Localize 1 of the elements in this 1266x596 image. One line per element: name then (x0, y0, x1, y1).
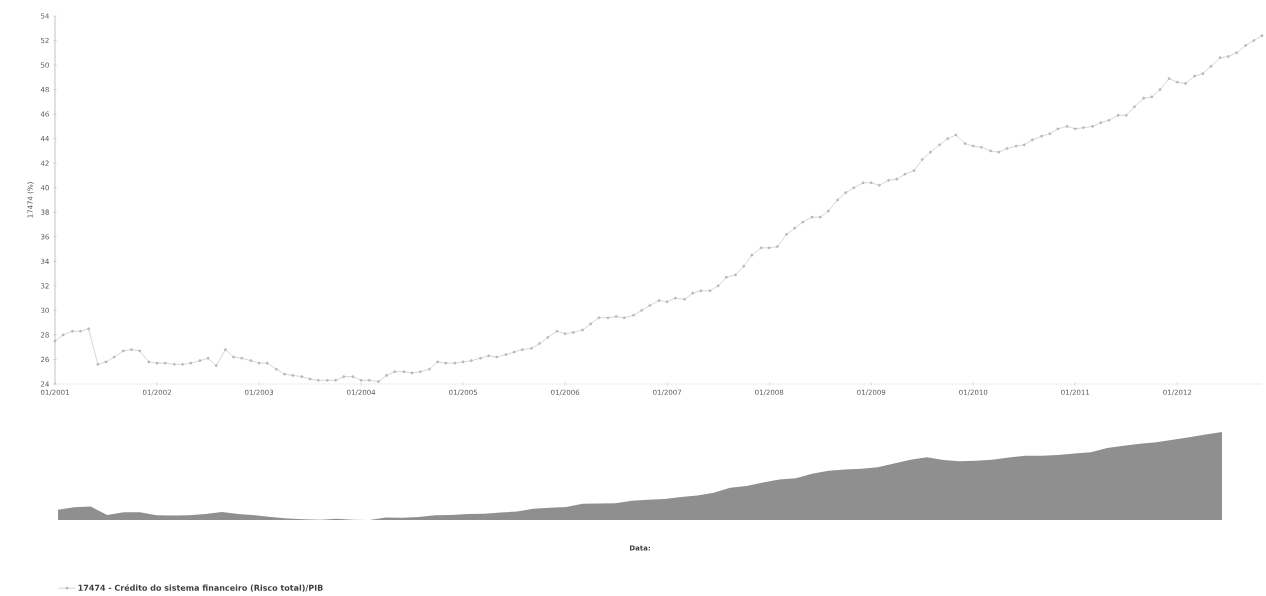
legend-label: 17474 - Crédito do sistema financeiro (Risco total)/PIB (78, 584, 323, 592)
